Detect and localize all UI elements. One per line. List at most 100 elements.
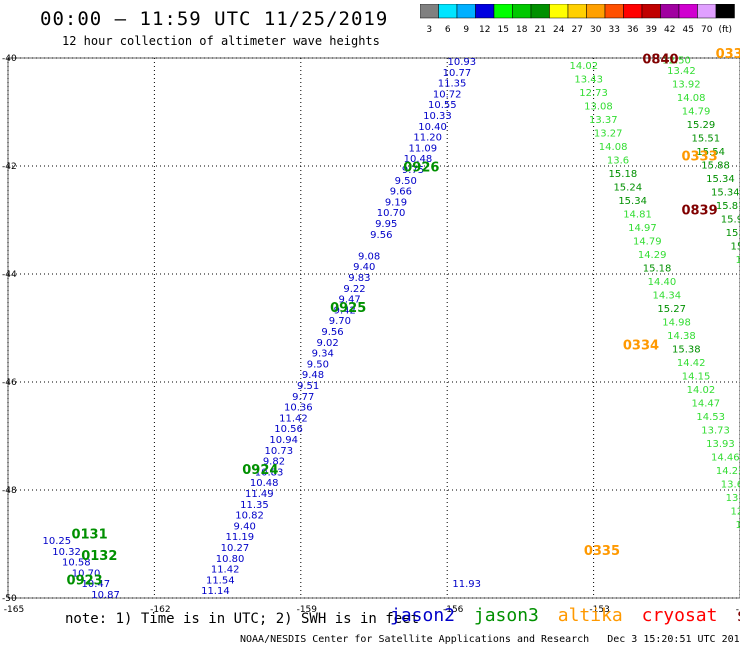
swh-value-label: 15.88 xyxy=(701,161,730,172)
swh-value-label: 15.32 xyxy=(731,242,740,253)
footer-credit: NOAA/NESDIS Center for Satellite Applica… xyxy=(240,634,740,645)
swh-value-label: 9.77 xyxy=(292,392,314,403)
swh-value-label: 10.48 xyxy=(404,154,433,165)
swh-value-label: 14.15 xyxy=(682,371,711,382)
legend-s3a: s3a xyxy=(736,605,740,626)
colorbar-label: 24 xyxy=(553,25,565,35)
footer-note: note: 1) Time is in UTC; 2) SWH is in fe… xyxy=(65,611,420,627)
swh-value-label: 13.37 xyxy=(589,115,618,126)
swh-value-label: 13.17 xyxy=(726,493,740,504)
swh-value-label: 10.70 xyxy=(72,568,101,579)
x-tick-label: -162 xyxy=(150,605,170,615)
swh-value-label: 10.94 xyxy=(269,435,298,446)
colorbar-label: (ft) xyxy=(718,25,732,35)
swh-value-label: 14.85 xyxy=(735,255,740,266)
legend-jason2: jason2 xyxy=(390,605,456,626)
timestamp: Dec 3 15:20:51 UTC 2019 xyxy=(607,634,740,645)
swh-value-label: 13.02 xyxy=(735,520,740,531)
swh-value-label: 11.42 xyxy=(211,565,240,576)
swh-value-label: 14.40 xyxy=(648,277,677,288)
color-scale-legend: 3 6 9 12 15 18 21 24 27 30 33 36 39 42 45 70 (ft) xyxy=(420,4,735,35)
swh-value-label: 14.08 xyxy=(599,142,628,153)
swh-value-label: 9.56 xyxy=(321,327,343,338)
swh-value-label: 10.56 xyxy=(274,424,303,435)
swh-value-label: 11.54 xyxy=(206,575,235,586)
colorbar-label: 70 xyxy=(701,25,713,35)
swh-value-label: 9.82 xyxy=(263,457,285,468)
swh-value-label: 14.02 xyxy=(570,61,599,72)
swh-value-label: 9.75 xyxy=(402,165,424,176)
swh-value-label: 9.56 xyxy=(370,230,392,241)
time-label: 0132 xyxy=(81,549,117,564)
swh-value-label: 15.27 xyxy=(657,304,686,315)
swh-value-label: 10.36 xyxy=(284,403,313,414)
swh-value-label: 15.54 xyxy=(696,147,725,158)
swh-value-label: 11.35 xyxy=(240,500,269,511)
swh-value-label: 11.42 xyxy=(279,413,308,424)
swh-value-label: 14.79 xyxy=(633,236,662,247)
swh-value-label: 12.87 xyxy=(731,506,740,517)
swh-value-label: 10.48 xyxy=(250,478,279,489)
x-tick-label: -165 xyxy=(4,605,24,615)
swh-value-label: 14.02 xyxy=(687,385,716,396)
swh-value-label: 15.18 xyxy=(609,169,638,180)
swh-value-label: 10.77 xyxy=(443,68,472,79)
x-tick-label: -159 xyxy=(297,605,318,615)
swh-value-label: 9.19 xyxy=(385,197,407,208)
legend-jason3: jason3 xyxy=(473,605,539,626)
swh-value-label: 14.22 xyxy=(716,466,740,477)
swh-value-label: 10.09 xyxy=(130,633,159,644)
x-tick-label: -153 xyxy=(589,605,609,615)
plot-frame xyxy=(7,57,740,599)
colorbar-label: 36 xyxy=(627,25,639,35)
colorbar-swatch xyxy=(715,4,735,19)
swh-value-label: 11.14 xyxy=(201,586,230,597)
time-label: 0334 xyxy=(623,339,659,354)
swh-value-label: 10.82 xyxy=(235,511,264,522)
swh-value-label: 14.53 xyxy=(696,412,725,423)
time-label: 0923 xyxy=(67,574,103,589)
time-label: 0839 xyxy=(681,204,717,219)
swh-value-label: 15.34 xyxy=(706,174,735,185)
legend-cryosat: cryosat xyxy=(641,605,718,626)
colorbar-label: 27 xyxy=(572,25,583,35)
swh-value-label: 10.87 xyxy=(91,590,120,601)
swh-value-label: 15.24 xyxy=(613,182,642,193)
swh-value-label: 13.42 xyxy=(667,66,696,77)
swh-value-label: 13.43 xyxy=(574,74,603,85)
swh-value-label: 9.42 xyxy=(334,305,356,316)
colorbar-label: 18 xyxy=(516,25,528,35)
swh-value-label: 14.42 xyxy=(677,358,706,369)
colorbar-label: 3 xyxy=(426,25,432,35)
x-tick-label: -150 xyxy=(736,605,740,615)
colorbar-label: 21 xyxy=(535,25,546,35)
swh-value-label: 15.18 xyxy=(643,263,672,274)
y-tick-label: -42 xyxy=(2,162,17,172)
data-layer: 10.9310.7711.3510.7210.5510.3310.4011.20… xyxy=(42,48,740,644)
swh-value-label: 10.55 xyxy=(428,100,457,111)
swh-value-label: 14.38 xyxy=(667,331,696,342)
swh-value-label: 13.60 xyxy=(721,479,740,490)
swh-value-label: 15.29 xyxy=(687,120,716,131)
colorbar-label: 12 xyxy=(479,25,490,35)
swh-value-label: 10.33 xyxy=(423,111,452,122)
swh-value-label: 9.50 xyxy=(395,176,417,187)
swh-value-label: 14.81 xyxy=(623,209,652,220)
y-tick-label: -46 xyxy=(2,378,17,388)
chart-title: 00:00 – 11:59 UTC 11/25/2019 xyxy=(40,8,389,30)
swh-value-label: 14.34 xyxy=(652,290,681,301)
swh-value-label: 13.6 xyxy=(607,155,629,166)
swh-value-label: 11.19 xyxy=(225,532,254,543)
swh-value-label: 9.08 xyxy=(358,251,380,262)
swh-value-label: 9.51 xyxy=(297,381,319,392)
swh-value-label: 10.58 xyxy=(62,558,91,569)
colorbar-label: 33 xyxy=(609,25,620,35)
time-label: 0335 xyxy=(584,544,620,559)
swh-value-label: 14.29 xyxy=(638,250,667,261)
swh-value-label: 10.70 xyxy=(377,208,406,219)
y-tick-label: -40 xyxy=(2,54,17,64)
satellite-legend: jason2 jason3 altika cryosat s3a xyxy=(390,605,740,626)
swh-value-label: 11.49 xyxy=(245,489,274,500)
colorbar-label: 9 xyxy=(463,25,469,35)
